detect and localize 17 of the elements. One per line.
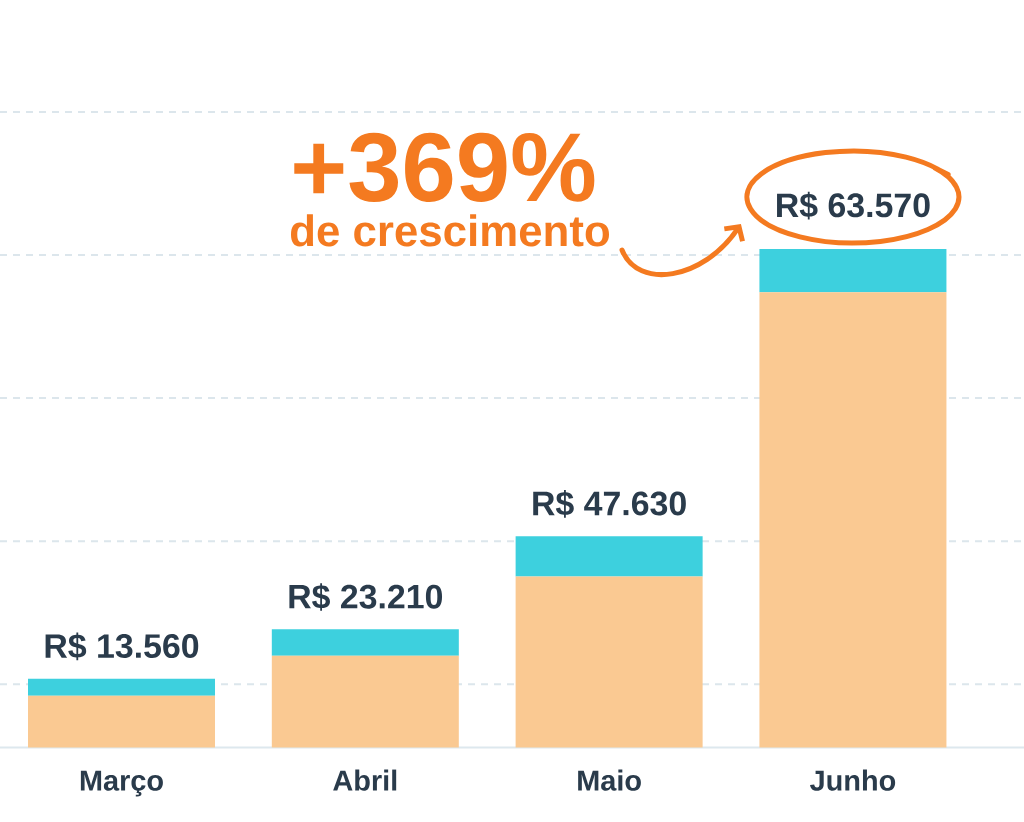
total-label: R$ 23.210	[289, 583, 443, 611]
x-tick-label: Maio	[578, 769, 641, 791]
x-tick-label: Abril	[333, 769, 397, 791]
bar	[271, 655, 459, 748]
bar	[28, 678, 215, 696]
bar	[759, 292, 947, 748]
bar	[515, 576, 703, 748]
bar	[28, 695, 215, 748]
bar	[271, 629, 459, 656]
total-label: R$ 13.560	[45, 632, 199, 661]
bar	[515, 536, 703, 577]
x-tick-label: Junho	[810, 769, 896, 791]
text: +369%	[294, 132, 595, 203]
text: de crescimento	[291, 214, 610, 247]
x-tick-label: Março	[80, 770, 163, 797]
total-label: R$ 47.630	[533, 489, 686, 518]
total-label: R$ 63.570	[777, 191, 930, 220]
